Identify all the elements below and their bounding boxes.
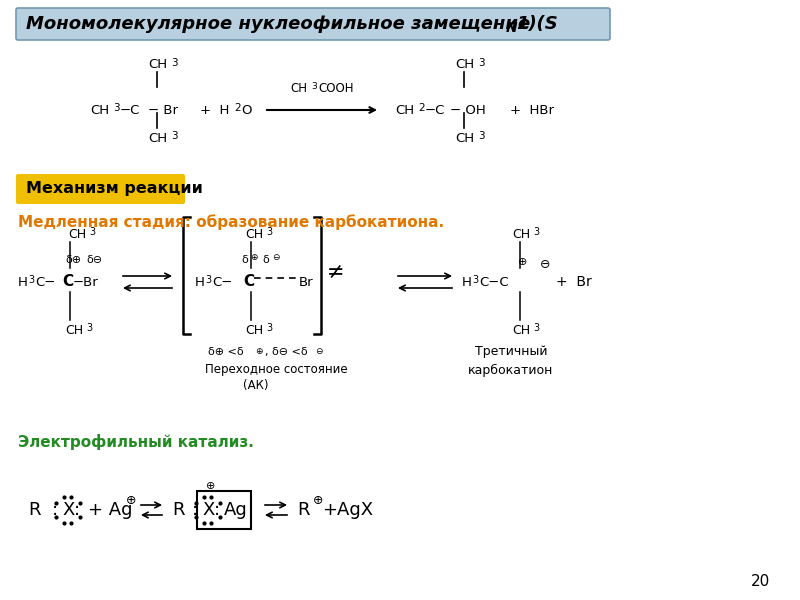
Text: 2: 2	[418, 103, 425, 113]
Text: − Br: − Br	[148, 103, 178, 116]
Text: X: X	[62, 501, 74, 519]
Text: карбокатион: карбокатион	[468, 364, 554, 377]
Text: δ⊕: δ⊕	[65, 255, 81, 265]
Text: Ag: Ag	[224, 501, 248, 519]
Text: CH: CH	[65, 323, 83, 337]
Text: 3: 3	[478, 131, 485, 141]
Text: +  Br: + Br	[556, 275, 592, 289]
Text: CH: CH	[290, 82, 307, 94]
Text: 3: 3	[86, 323, 92, 333]
Text: 3: 3	[205, 275, 211, 285]
Text: +AgX: +AgX	[322, 501, 373, 519]
Text: δ⊕ <δ: δ⊕ <δ	[208, 347, 244, 357]
Text: 2: 2	[234, 103, 241, 113]
Text: H: H	[195, 275, 205, 289]
Text: ⊕: ⊕	[206, 481, 215, 491]
Text: 3: 3	[478, 58, 485, 68]
Text: COOH: COOH	[318, 82, 354, 94]
Text: ⊖: ⊖	[272, 253, 279, 262]
Text: C−C: C−C	[479, 275, 509, 289]
Text: + Ag: + Ag	[88, 501, 133, 519]
Text: CH: CH	[455, 131, 474, 145]
Text: 3: 3	[171, 58, 178, 68]
Text: R: R	[172, 501, 185, 519]
Text: H: H	[462, 275, 472, 289]
Text: CH: CH	[148, 58, 167, 71]
Text: :: :	[74, 501, 80, 519]
Text: CH: CH	[455, 58, 474, 71]
Text: ⊕: ⊕	[255, 347, 262, 356]
Text: −C: −C	[120, 103, 140, 116]
Text: ⊖: ⊖	[315, 347, 322, 356]
Text: δ: δ	[262, 255, 269, 265]
Text: Мономолекулярное нуклеофильное замещение (S: Мономолекулярное нуклеофильное замещение…	[26, 15, 558, 33]
Text: 3: 3	[472, 275, 478, 285]
Text: ⊕: ⊕	[313, 493, 323, 506]
Text: H: H	[18, 275, 28, 289]
Text: 20: 20	[750, 575, 770, 589]
Text: Br: Br	[299, 275, 314, 289]
Text: C−: C−	[212, 275, 232, 289]
Text: CH: CH	[395, 103, 414, 116]
Text: δ: δ	[241, 255, 248, 265]
Text: Переходное состояние: Переходное состояние	[205, 364, 348, 377]
Text: (АК): (АК)	[243, 379, 269, 392]
Text: − OH: − OH	[450, 103, 486, 116]
Text: CH: CH	[245, 227, 263, 241]
Text: R: R	[28, 501, 41, 519]
Text: , δ⊖ <δ: , δ⊖ <δ	[265, 347, 308, 357]
Text: 3: 3	[266, 227, 272, 237]
Text: Электрофильный катализ.: Электрофильный катализ.	[18, 434, 254, 450]
Text: 3: 3	[311, 82, 317, 91]
Text: C−: C−	[35, 275, 55, 289]
Text: 3: 3	[28, 275, 34, 285]
Text: 3: 3	[89, 227, 95, 237]
Text: ⊖: ⊖	[540, 257, 550, 271]
Text: ⊕: ⊕	[126, 493, 137, 506]
Text: 3: 3	[266, 323, 272, 333]
Text: :: :	[192, 501, 198, 519]
Text: Механизм реакции: Механизм реакции	[26, 181, 203, 196]
Text: :: :	[52, 501, 58, 519]
Text: CH: CH	[148, 131, 167, 145]
Text: CH: CH	[68, 227, 86, 241]
Text: C: C	[62, 275, 73, 289]
Text: 3: 3	[533, 227, 539, 237]
Text: X: X	[202, 501, 214, 519]
Text: :: :	[214, 501, 220, 519]
Text: ⊕: ⊕	[518, 257, 527, 267]
FancyBboxPatch shape	[16, 174, 185, 204]
Text: 3: 3	[113, 103, 120, 113]
Text: CH: CH	[512, 227, 530, 241]
Text: R: R	[297, 501, 310, 519]
Text: 1): 1)	[516, 15, 537, 33]
Text: δ⊖: δ⊖	[86, 255, 102, 265]
Text: −Br: −Br	[73, 275, 98, 289]
Text: 3: 3	[533, 323, 539, 333]
Text: −C: −C	[425, 103, 446, 116]
Text: ⊕: ⊕	[250, 253, 258, 262]
Text: C: C	[243, 275, 254, 289]
Text: CH: CH	[90, 103, 109, 116]
Text: ≠: ≠	[327, 262, 345, 282]
Text: O: O	[241, 103, 251, 116]
FancyBboxPatch shape	[16, 8, 610, 40]
Text: +  HBr: + HBr	[510, 103, 554, 116]
Text: Медленная стадия: образование карбокатиона.: Медленная стадия: образование карбокатио…	[18, 214, 444, 230]
Text: CH: CH	[512, 323, 530, 337]
Text: N: N	[506, 21, 518, 35]
Text: Третичный: Третичный	[475, 346, 547, 358]
Text: 3: 3	[171, 131, 178, 141]
Text: +  H: + H	[200, 103, 230, 116]
Text: CH: CH	[245, 323, 263, 337]
